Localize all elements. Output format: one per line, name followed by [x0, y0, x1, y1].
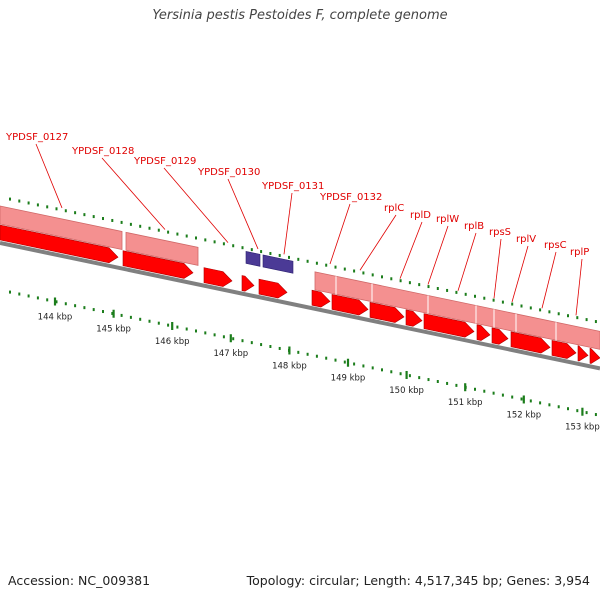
kbp-label-10: 153 kbp	[565, 423, 600, 433]
leader-line-3	[163, 167, 229, 243]
map-title: Yersinia pestis Pestoides F, complete ge…	[152, 8, 448, 23]
rna-feature-2	[262, 254, 294, 274]
gene-label-rplw: rplW	[436, 214, 459, 225]
gene-label-rplp: rplP	[570, 247, 589, 258]
gene-band-track	[0, 205, 600, 350]
cds-arrow-15	[577, 345, 589, 362]
kbp-label-7: 150 kbp	[389, 386, 424, 396]
kbp-label-4: 147 kbp	[213, 349, 248, 359]
leader-line-1	[35, 143, 63, 209]
gene-label-ypdsf_0129: YPDSF_0129	[133, 156, 196, 167]
gene-label-ypdsf_0128: YPDSF_0128	[71, 146, 134, 157]
leader-line-13	[541, 251, 557, 309]
cds-arrow-9	[405, 309, 423, 327]
outer-tick-ring	[9, 197, 597, 324]
cds-arrow-13	[510, 331, 551, 354]
gene-labels: YPDSF_0127YPDSF_0128YPDSF_0129YPDSF_0130…	[5, 132, 589, 258]
cds-arrow-1	[0, 224, 119, 264]
kbp-label-9: 152 kbp	[506, 410, 541, 420]
leader-line-7	[359, 214, 397, 271]
gene-label-ypdsf_0131: YPDSF_0131	[261, 181, 324, 192]
gene-label-rplv: rplV	[516, 234, 536, 245]
leader-line-5	[283, 192, 293, 255]
kbp-label-8: 151 kbp	[448, 398, 483, 408]
gene-band-3	[314, 271, 600, 350]
accession-text: Accession: NC_009381	[8, 573, 151, 588]
gene-label-rplb: rplB	[464, 221, 484, 232]
rna-feature-1	[245, 251, 261, 267]
kbp-label-1: 144 kbp	[38, 312, 73, 322]
gene-label-rplc: rplC	[384, 203, 404, 214]
cds-arrow-7	[331, 294, 369, 316]
leader-line-10	[457, 232, 477, 291]
gene-band-2	[125, 231, 199, 266]
gene-label-ypdsf_0130: YPDSF_0130	[197, 167, 260, 178]
cds-arrow-16	[589, 347, 600, 364]
gene-label-ypdsf_0127: YPDSF_0127	[5, 132, 68, 143]
kbp-label-3: 146 kbp	[155, 337, 190, 347]
kbp-label-6: 149 kbp	[331, 374, 366, 384]
gene-band-1	[0, 205, 123, 250]
leader-line-12	[511, 245, 529, 303]
leader-line-4	[227, 178, 259, 250]
leader-line-2	[101, 157, 166, 230]
genome-summary-text: Topology: circular; Length: 4,517,345 bp…	[246, 573, 590, 588]
cds-arrow-6	[311, 289, 331, 308]
genome-backbone	[0, 241, 600, 371]
cds-arrow-2	[122, 250, 194, 279]
kbp-label-2: 145 kbp	[96, 325, 131, 335]
feature-track	[0, 224, 600, 364]
gene-label-ypdsf_0132: YPDSF_0132	[319, 192, 382, 203]
cds-arrow-10	[423, 313, 475, 338]
kbp-label-5: 148 kbp	[272, 361, 307, 371]
backbone-line	[0, 241, 600, 371]
gene-label-rpld: rplD	[410, 210, 431, 221]
cds-arrow-8	[369, 301, 405, 323]
inner-tick-ring	[9, 290, 597, 417]
kbp-labels: 144 kbp 145 kbp 146 kbp 147 kbp 148 kbp 149 k…	[38, 312, 600, 432]
leader-line-11	[493, 238, 502, 299]
cds-arrow-5	[258, 278, 288, 299]
leader-line-6	[329, 203, 351, 265]
cds-arrow-3	[203, 267, 233, 287]
cds-arrow-4	[241, 275, 255, 292]
gene-label-rpss: rpsS	[489, 227, 511, 238]
cds-arrow-12	[491, 327, 509, 345]
leader-line-8	[399, 221, 423, 279]
leader-line-14	[575, 258, 583, 316]
cds-arrow-14	[551, 339, 577, 359]
cds-arrow-11	[476, 324, 491, 341]
gene-label-rpsc: rpsC	[544, 240, 567, 251]
leader-line-9	[427, 225, 449, 285]
label-leader-lines	[35, 143, 583, 316]
